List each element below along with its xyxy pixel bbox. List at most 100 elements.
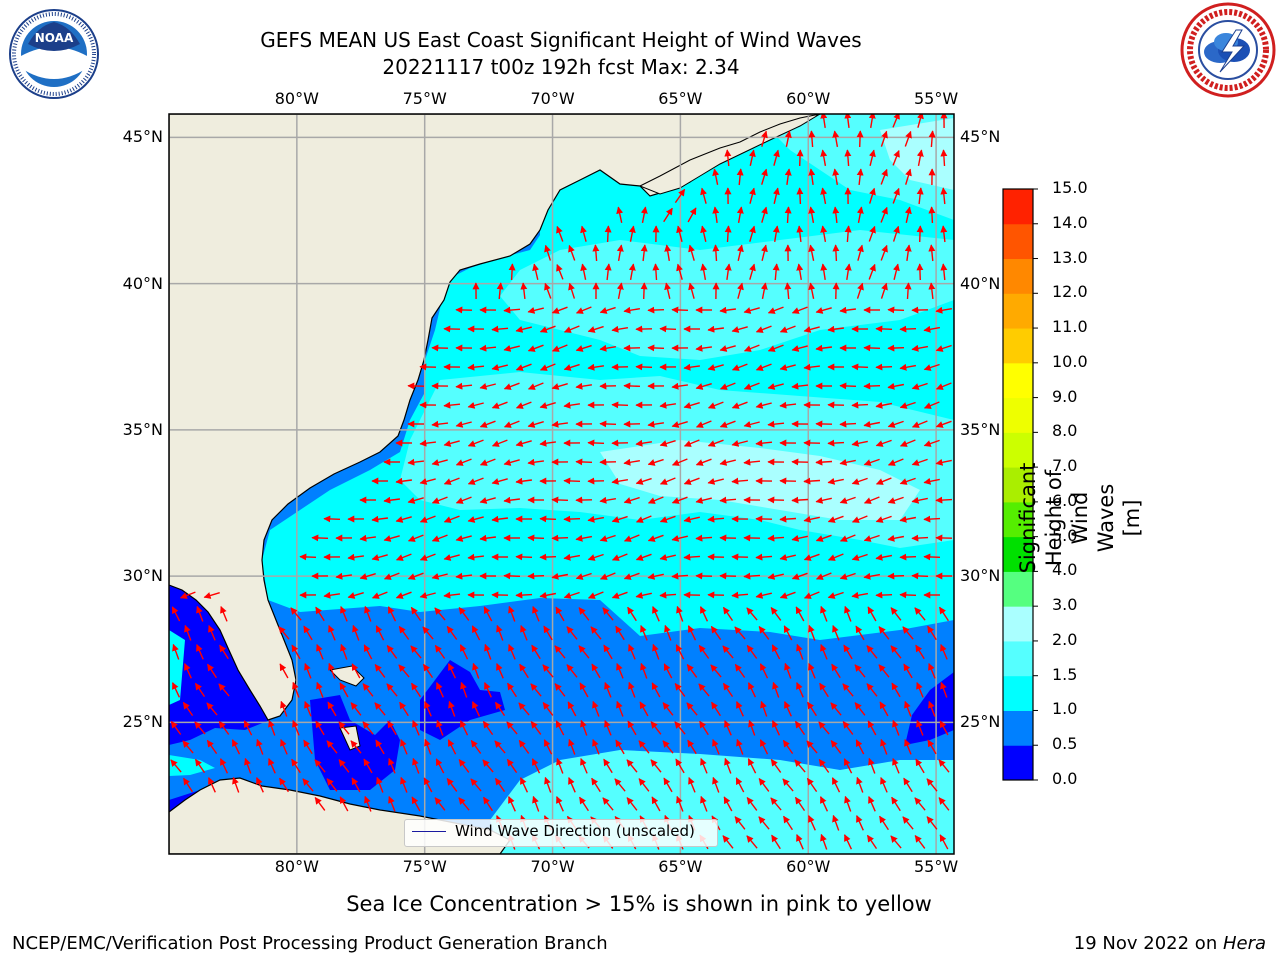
wind-wave-arrow (362, 721, 374, 735)
wind-wave-arrow (592, 700, 600, 717)
wind-wave-arrow (446, 778, 458, 792)
wind-wave-arrow (434, 797, 446, 811)
wind-wave-arrow (603, 758, 613, 774)
wind-wave-arrow (830, 702, 842, 716)
wind-wave-arrow (436, 682, 444, 698)
wind-wave-arrow (803, 363, 820, 371)
wind-wave-arrow (875, 325, 893, 333)
wind-wave-arrow (879, 701, 889, 717)
wind-wave-arrow (796, 834, 804, 850)
wind-wave-arrow (519, 777, 529, 793)
legend-label: Wind Wave Direction (unscaled) (455, 822, 695, 840)
wind-wave-arrow (652, 606, 660, 622)
wind-wave-arrow (791, 496, 809, 504)
colorbar-tick-label: 8.0 (1052, 421, 1078, 441)
wind-wave-arrow (371, 591, 388, 599)
wind-wave-arrow (568, 777, 576, 793)
wind-wave-arrow (218, 720, 230, 735)
wind-wave-arrow (443, 401, 461, 409)
wind-wave-arrow (911, 534, 929, 542)
wind-wave-arrow (351, 777, 361, 793)
wind-wave-arrow (755, 553, 773, 561)
wind-wave-arrow (508, 605, 516, 622)
wind-wave-arrow (407, 458, 424, 466)
wind-wave-arrow (467, 516, 484, 523)
wind-wave-arrow (491, 478, 508, 485)
wind-wave-arrow (791, 572, 808, 580)
wind-wave-arrow (335, 572, 352, 580)
wind-wave-arrow (459, 720, 469, 736)
wind-wave-arrow (314, 759, 326, 773)
wind-wave-arrow (256, 738, 264, 755)
wind-wave-arrow (419, 478, 436, 485)
wind-wave-arrow (647, 458, 664, 466)
wind-wave-arrow (395, 477, 412, 485)
wind-wave-arrow (815, 496, 832, 504)
wind-wave-arrow (311, 534, 329, 542)
wind-wave-arrow (563, 363, 580, 371)
wind-wave-arrow (531, 644, 541, 660)
wind-wave-arrow (671, 572, 689, 580)
wind-wave-arrow (170, 720, 182, 735)
wind-wave-arrow (832, 130, 840, 148)
wind-wave-arrow (736, 701, 744, 717)
wind-wave-arrow (698, 683, 710, 697)
wind-wave-arrow (890, 607, 902, 621)
wind-wave-arrow (503, 420, 520, 428)
wind-wave-arrow (184, 624, 192, 641)
wind-wave-arrow (844, 149, 852, 167)
wind-wave-arrow (887, 420, 904, 428)
wind-wave-arrow (508, 643, 516, 660)
wind-wave-arrow (899, 325, 917, 333)
wind-wave-arrow (671, 496, 688, 504)
wind-wave-arrow (182, 701, 194, 717)
lon-tick-label: 70°W (530, 89, 575, 108)
wind-wave-arrow (854, 664, 866, 678)
wind-wave-arrow (388, 795, 396, 812)
wind-wave-arrow (532, 795, 540, 812)
wind-wave-arrow (316, 681, 324, 698)
wind-wave-arrow (820, 149, 828, 167)
wind-wave-arrow (770, 607, 782, 621)
wind-wave-arrow (587, 553, 604, 561)
wind-wave-arrow (844, 605, 852, 622)
wind-wave-arrow (315, 720, 325, 736)
wind-wave-arrow (515, 326, 532, 333)
wind-wave-arrow (832, 814, 840, 831)
wind-wave-arrow (827, 439, 845, 447)
wind-wave-arrow (755, 402, 772, 409)
wind-wave-arrow (868, 225, 876, 242)
wind-wave-arrow (875, 401, 893, 409)
footer-right: 19 Nov 2022 on Hera (1074, 933, 1266, 955)
wind-wave-arrow (940, 681, 948, 698)
wind-wave-arrow (923, 363, 940, 371)
colorbar-tick-label: 0.5 (1052, 734, 1078, 754)
wind-wave-arrow (218, 683, 230, 697)
wind-wave-arrow (551, 572, 569, 580)
wind-wave-arrow (904, 738, 912, 755)
wind-wave-arrow (412, 757, 420, 774)
wind-wave-arrow (623, 534, 640, 542)
wind-wave-arrow (567, 701, 577, 717)
wind-wave-arrow (326, 740, 338, 754)
wind-wave-arrow (851, 401, 869, 409)
wind-wave-arrow (599, 344, 617, 352)
wind-wave-arrow (904, 244, 912, 261)
wind-wave-arrow (443, 515, 460, 523)
colorbar-tick-label: 9.0 (1052, 386, 1078, 406)
wind-wave-arrow (767, 383, 784, 390)
wind-wave-arrow (803, 515, 820, 523)
wind-wave-arrow (736, 738, 744, 755)
wind-wave-arrow (928, 662, 936, 679)
wind-wave-arrow (527, 458, 544, 466)
wind-wave-arrow (616, 206, 624, 223)
wind-wave-arrow (387, 720, 397, 736)
wind-wave-arrow (890, 835, 902, 849)
wind-wave-arrow (746, 835, 758, 849)
wind-wave-arrow (926, 778, 938, 792)
wind-wave-arrow (772, 225, 780, 243)
wind-wave-arrow (614, 778, 626, 792)
wind-wave-arrow (755, 363, 772, 371)
wind-wave-arrow (635, 477, 652, 485)
wind-wave-arrow (827, 515, 844, 523)
